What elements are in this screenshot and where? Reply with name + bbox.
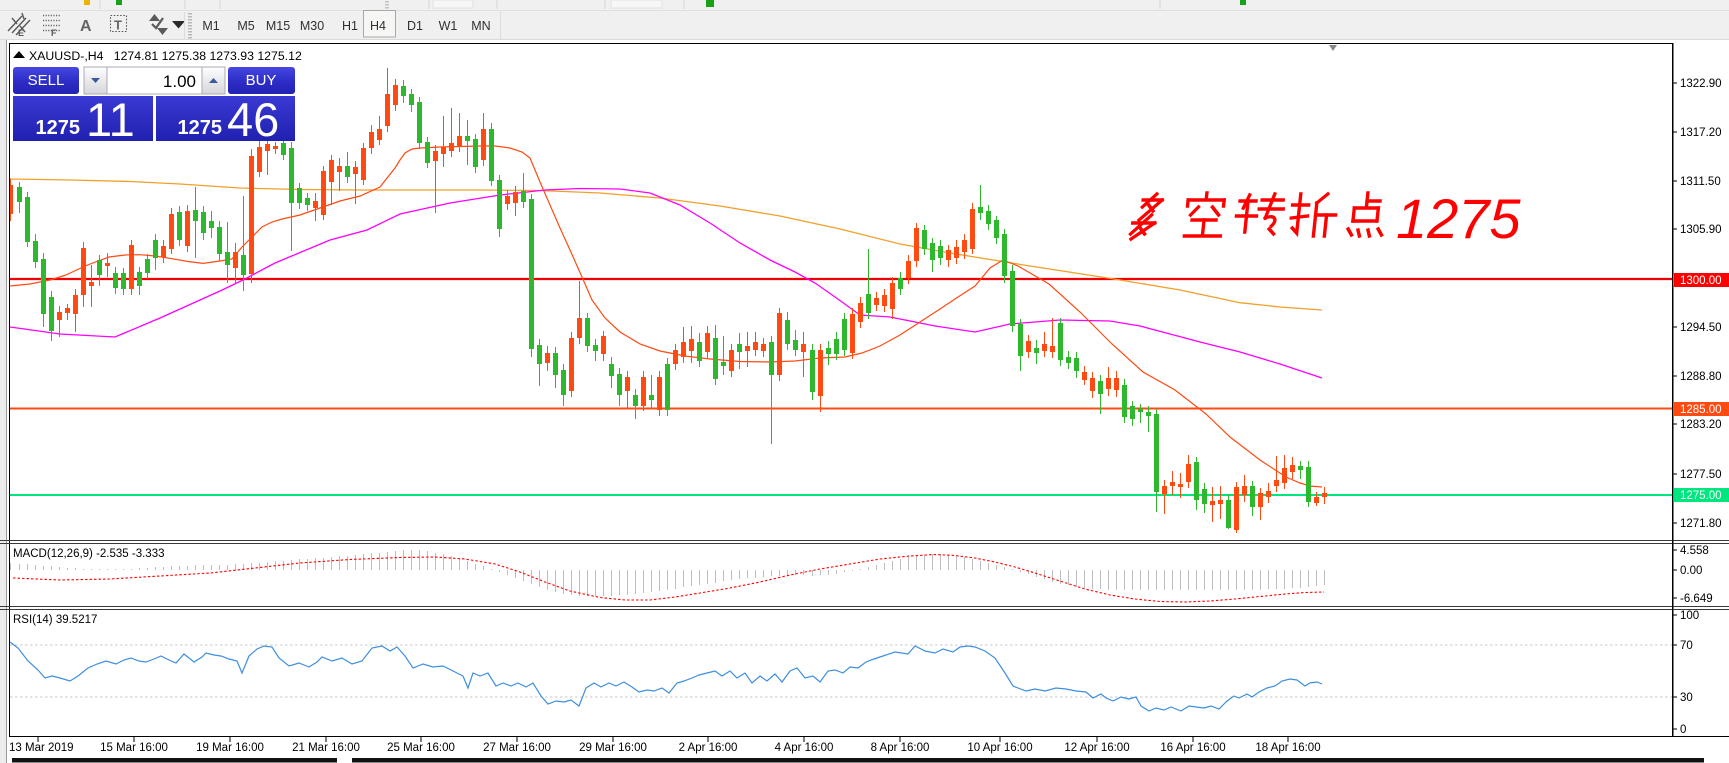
svg-text:29 Mar 16:00: 29 Mar 16:00	[579, 742, 647, 754]
svg-text:1288.80: 1288.80	[1680, 371, 1722, 383]
svg-text:1300.00: 1300.00	[1680, 275, 1722, 287]
svg-text:4.558: 4.558	[1680, 545, 1709, 557]
svg-text:1277.50: 1277.50	[1680, 469, 1722, 481]
svg-text:H1: H1	[342, 19, 358, 33]
svg-text:0: 0	[1680, 724, 1686, 736]
svg-text:MACD(12,26,9) -2.535 -3.333: MACD(12,26,9) -2.535 -3.333	[13, 548, 165, 560]
svg-text:10 Apr 16:00: 10 Apr 16:00	[967, 742, 1032, 754]
svg-text:SELL: SELL	[28, 72, 65, 89]
svg-text:16 Apr 16:00: 16 Apr 16:00	[1160, 742, 1225, 754]
svg-text:70: 70	[1680, 640, 1693, 652]
svg-text:21 Mar 16:00: 21 Mar 16:00	[292, 742, 360, 754]
svg-text:W1: W1	[439, 19, 458, 33]
svg-text:1283.20: 1283.20	[1680, 419, 1722, 431]
svg-text:D1: D1	[407, 19, 423, 33]
svg-text:M15: M15	[266, 19, 290, 33]
svg-text:1275: 1275	[1396, 187, 1521, 250]
svg-text:M5: M5	[237, 19, 254, 33]
svg-text:13 Mar 2019: 13 Mar 2019	[9, 742, 74, 754]
svg-text:4 Apr 16:00: 4 Apr 16:00	[775, 742, 834, 754]
svg-text:MN: MN	[471, 19, 490, 33]
svg-text:1285.00: 1285.00	[1680, 404, 1722, 416]
svg-text:12 Apr 16:00: 12 Apr 16:00	[1064, 742, 1129, 754]
svg-text:T: T	[114, 18, 122, 33]
svg-text:1271.80: 1271.80	[1680, 518, 1722, 530]
svg-text:30: 30	[1680, 692, 1693, 704]
svg-text:1275: 1275	[178, 117, 223, 139]
svg-text:H4: H4	[370, 19, 386, 33]
svg-text:25 Mar 16:00: 25 Mar 16:00	[387, 742, 455, 754]
svg-text:BUY: BUY	[246, 72, 277, 89]
svg-text:2 Apr 16:00: 2 Apr 16:00	[679, 742, 738, 754]
svg-text:11: 11	[86, 93, 135, 146]
svg-text:1311.50: 1311.50	[1680, 176, 1721, 188]
svg-text:1294.50: 1294.50	[1680, 322, 1722, 334]
svg-text:46: 46	[227, 93, 279, 146]
svg-text:15 Mar 16:00: 15 Mar 16:00	[100, 742, 168, 754]
svg-text:100: 100	[1680, 610, 1699, 622]
svg-text:RSI(14) 39.5217: RSI(14) 39.5217	[13, 614, 97, 626]
svg-text:F: F	[51, 28, 57, 38]
svg-text:M1: M1	[202, 19, 219, 33]
svg-text:1317.20: 1317.20	[1680, 127, 1722, 139]
svg-text:18 Apr 16:00: 18 Apr 16:00	[1255, 742, 1320, 754]
svg-text:1275.00: 1275.00	[1680, 490, 1722, 502]
svg-text:XAUUSD-,H4 1274.81 1275.38 1: XAUUSD-,H4 1274.81 1275.38 1273.93 1275.…	[29, 49, 302, 63]
svg-text:1322.90: 1322.90	[1680, 78, 1722, 90]
svg-text:1305.90: 1305.90	[1680, 224, 1722, 236]
svg-text:-6.649: -6.649	[1680, 593, 1713, 605]
svg-text:0.00: 0.00	[1680, 565, 1702, 577]
svg-text:A: A	[80, 18, 92, 35]
svg-text:27 Mar 16:00: 27 Mar 16:00	[483, 742, 551, 754]
svg-text:1.00: 1.00	[163, 72, 196, 91]
svg-text:8 Apr 16:00: 8 Apr 16:00	[871, 742, 930, 754]
svg-text:1275: 1275	[36, 117, 81, 139]
svg-text:M30: M30	[300, 19, 324, 33]
svg-text:E: E	[18, 28, 24, 38]
svg-text:19 Mar 16:00: 19 Mar 16:00	[196, 742, 264, 754]
